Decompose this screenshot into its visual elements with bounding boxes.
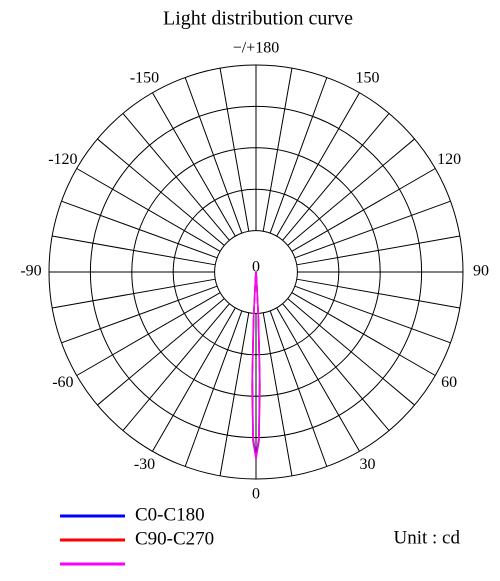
spoke [291, 292, 436, 376]
spoke [294, 285, 451, 344]
spoke [287, 138, 415, 246]
unit-label: Unit : cd [394, 527, 461, 548]
angle-tick-label: 120 [437, 151, 461, 168]
spoke [276, 307, 360, 452]
spoke [122, 303, 230, 431]
spoke [76, 168, 221, 252]
r-tick-label: 0 [252, 259, 260, 276]
chart-title: Light distribution curve [163, 8, 353, 30]
spoke [97, 298, 225, 406]
spoke [269, 310, 328, 467]
spoke [152, 307, 236, 452]
spoke [287, 298, 415, 406]
angle-tick-label: 60 [441, 374, 457, 391]
angle-tick-label: -90 [20, 263, 41, 280]
angle-tick-label: 90 [473, 263, 489, 280]
legend-label: C90-C270 [135, 528, 214, 549]
spoke [291, 168, 436, 252]
spoke [76, 292, 221, 376]
spoke [184, 77, 243, 234]
angle-tick-label: -150 [130, 70, 159, 87]
spoke [294, 200, 451, 259]
spoke [61, 285, 218, 344]
angle-tick-label: −/+180 [233, 40, 280, 57]
spoke [262, 312, 293, 476]
spoke [296, 278, 460, 309]
angle-tick-label: 0 [252, 486, 260, 503]
angle-tick-label: -120 [48, 151, 77, 168]
spoke [52, 278, 216, 309]
spoke [276, 92, 360, 237]
spoke [219, 312, 250, 476]
spoke [61, 200, 218, 259]
spoke [152, 92, 236, 237]
spoke [219, 68, 250, 232]
spoke [122, 113, 230, 241]
spoke [282, 113, 390, 241]
angle-tick-label: 150 [356, 70, 380, 87]
angle-tick-label: -30 [134, 456, 155, 473]
spoke [184, 310, 243, 467]
angle-tick-label: 30 [360, 456, 376, 473]
legend-label: C0-C180 [135, 504, 205, 525]
spoke [282, 303, 390, 431]
spoke [52, 235, 216, 266]
spoke [269, 77, 328, 234]
spoke [97, 138, 225, 246]
angle-tick-label: -60 [52, 374, 73, 391]
spoke [262, 68, 293, 232]
series-curve [251, 271, 261, 459]
spoke [296, 235, 460, 266]
